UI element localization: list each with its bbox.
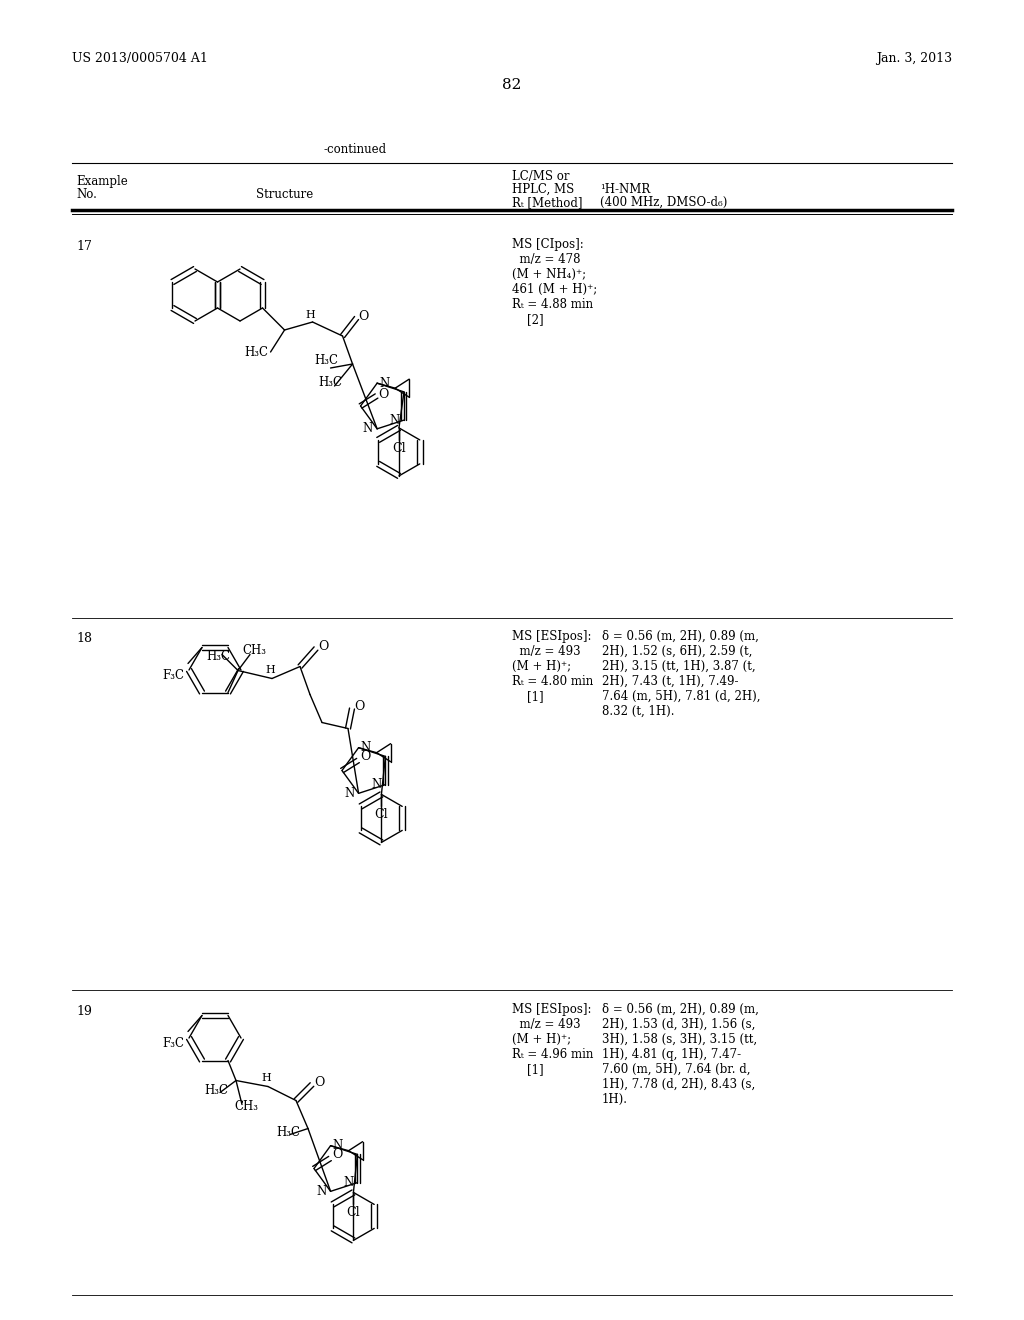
Text: LC/MS or: LC/MS or [512,170,569,183]
Text: H₃C: H₃C [276,1126,300,1139]
Text: (400 MHz, DMSO-d₆): (400 MHz, DMSO-d₆) [600,195,727,209]
Text: F₃C: F₃C [162,1038,184,1051]
Text: F₃C: F₃C [162,669,184,682]
Text: O: O [360,750,371,763]
Text: H₃C: H₃C [245,346,268,359]
Text: MS [ESIpos]:
  m/z = 493
(M + H)⁺;
Rₜ = 4.96 min
    [1]: MS [ESIpos]: m/z = 493 (M + H)⁺; Rₜ = 4.… [512,1003,593,1076]
Text: H: H [306,310,315,319]
Text: O: O [379,388,389,400]
Text: ¹H-NMR: ¹H-NMR [600,183,650,195]
Text: N: N [371,777,381,791]
Text: US 2013/0005704 A1: US 2013/0005704 A1 [72,51,208,65]
Text: MS [CIpos]:
  m/z = 478
(M + NH₄)⁺;
461 (M + H)⁺;
Rₜ = 4.88 min
    [2]: MS [CIpos]: m/z = 478 (M + NH₄)⁺; 461 (M… [512,238,597,326]
Text: O: O [358,309,369,322]
Text: 19: 19 [76,1005,92,1018]
Text: H₃C: H₃C [318,375,343,388]
Text: Jan. 3, 2013: Jan. 3, 2013 [876,51,952,65]
Text: Cl: Cl [392,442,406,455]
Text: N: N [343,1176,353,1189]
Text: Cl: Cl [375,808,388,821]
Text: O: O [354,700,365,713]
Text: -continued: -continued [324,143,387,156]
Text: 82: 82 [503,78,521,92]
Text: N: N [390,413,400,426]
Text: Example: Example [76,176,128,187]
Text: H: H [261,1073,271,1082]
Text: O: O [318,640,329,653]
Text: Cl: Cl [346,1206,360,1220]
Text: 17: 17 [76,240,92,253]
Text: N: N [362,422,373,436]
Text: N: N [344,787,354,800]
Text: δ = 0.56 (m, 2H), 0.89 (m,
2H), 1.52 (s, 6H), 2.59 (t,
2H), 3.15 (tt, 1H), 3.87 : δ = 0.56 (m, 2H), 0.89 (m, 2H), 1.52 (s,… [602,630,761,718]
Text: CH₃: CH₃ [234,1100,258,1113]
Text: δ = 0.56 (m, 2H), 0.89 (m,
2H), 1.53 (d, 3H), 1.56 (s,
3H), 1.58 (s, 3H), 3.15 (: δ = 0.56 (m, 2H), 0.89 (m, 2H), 1.53 (d,… [602,1003,759,1106]
Text: H: H [265,664,274,675]
Text: O: O [332,1148,342,1162]
Text: N: N [316,1185,327,1197]
Text: Structure: Structure [256,187,313,201]
Text: H₃C: H₃C [314,354,339,367]
Text: HPLC, MS: HPLC, MS [512,183,574,195]
Text: No.: No. [76,187,97,201]
Text: MS [ESIpos]:
  m/z = 493
(M + H)⁺;
Rₜ = 4.80 min
    [1]: MS [ESIpos]: m/z = 493 (M + H)⁺; Rₜ = 4.… [512,630,593,704]
Text: 18: 18 [76,632,92,645]
Text: O: O [314,1076,325,1089]
Text: H₃C: H₃C [204,1084,228,1097]
Text: N: N [360,742,371,754]
Text: N: N [333,1139,343,1152]
Text: N: N [379,376,389,389]
Text: CH₃: CH₃ [242,644,266,657]
Text: H₃C: H₃C [206,649,230,663]
Text: Rₜ [Method]: Rₜ [Method] [512,195,583,209]
